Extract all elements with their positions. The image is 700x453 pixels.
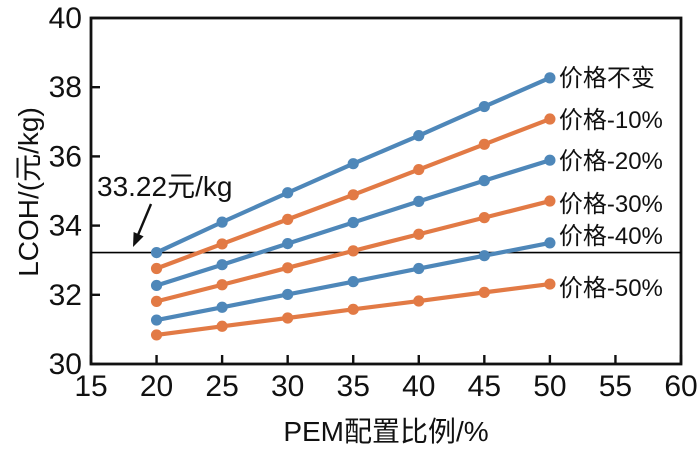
y-tick-label: 34 bbox=[49, 210, 82, 243]
annotation-arrowhead bbox=[133, 232, 144, 247]
x-axis-label: PEM配置比例/% bbox=[283, 416, 489, 447]
data-point bbox=[282, 288, 294, 301]
data-point bbox=[282, 187, 294, 199]
data-point bbox=[347, 216, 359, 229]
x-tick-label: 35 bbox=[337, 370, 370, 403]
data-point bbox=[150, 314, 163, 326]
data-point bbox=[478, 175, 490, 187]
data-point bbox=[478, 286, 490, 298]
x-tick-label: 50 bbox=[533, 370, 566, 403]
data-point bbox=[544, 72, 556, 84]
data-point bbox=[282, 312, 294, 324]
y-tick-label: 32 bbox=[49, 279, 82, 312]
x-tick-label: 60 bbox=[664, 370, 697, 403]
data-point bbox=[413, 295, 425, 307]
data-point bbox=[478, 250, 490, 262]
data-point bbox=[216, 238, 228, 250]
series-label: 价格-20% bbox=[559, 148, 663, 175]
y-tick-label: 30 bbox=[49, 348, 82, 381]
data-point bbox=[282, 213, 294, 225]
y-tick-label: 36 bbox=[49, 140, 82, 173]
annotation-label: 33.22元/kg bbox=[97, 171, 233, 202]
data-point bbox=[150, 262, 163, 275]
data-point bbox=[282, 262, 294, 274]
data-point bbox=[150, 329, 163, 341]
y-axis-label: LCOH/(元/kg) bbox=[13, 107, 44, 277]
data-point bbox=[216, 301, 228, 313]
data-point bbox=[150, 246, 163, 259]
data-point bbox=[150, 295, 163, 307]
data-point bbox=[413, 130, 425, 142]
series-label: 价格-10% bbox=[559, 107, 663, 134]
data-point bbox=[347, 303, 359, 315]
data-point bbox=[282, 237, 294, 250]
data-point bbox=[544, 154, 556, 166]
series-label: 价格不变 bbox=[559, 65, 655, 92]
data-point bbox=[216, 320, 228, 332]
data-point bbox=[413, 228, 425, 240]
data-point bbox=[347, 276, 359, 288]
x-tick-label: 30 bbox=[271, 370, 304, 403]
y-tick-label: 38 bbox=[49, 71, 82, 104]
series-label: 价格-50% bbox=[559, 275, 663, 302]
data-point bbox=[544, 237, 556, 249]
y-tick-label: 40 bbox=[49, 2, 82, 35]
data-point bbox=[478, 138, 490, 150]
series-label: 价格-40% bbox=[559, 223, 663, 250]
data-point bbox=[347, 158, 359, 170]
data-point bbox=[216, 216, 228, 228]
data-point bbox=[478, 100, 490, 113]
x-tick-label: 45 bbox=[468, 370, 501, 403]
data-point bbox=[216, 259, 228, 271]
data-point bbox=[347, 245, 359, 257]
data-point bbox=[413, 262, 425, 275]
data-point bbox=[413, 163, 425, 176]
series-label: 价格-30% bbox=[559, 191, 663, 218]
annotation-arrow bbox=[136, 203, 153, 236]
data-point bbox=[150, 279, 163, 292]
x-tick-label: 40 bbox=[402, 370, 435, 403]
x-tick-label: 25 bbox=[205, 370, 238, 403]
data-point bbox=[413, 195, 425, 207]
data-point bbox=[544, 195, 556, 207]
x-tick-label: 20 bbox=[140, 370, 173, 403]
x-tick-label: 55 bbox=[599, 370, 632, 403]
x-tick-label: 15 bbox=[74, 370, 107, 403]
axes-frame bbox=[89, 16, 683, 366]
data-point bbox=[216, 279, 228, 291]
data-point bbox=[478, 212, 490, 224]
data-point bbox=[544, 113, 556, 125]
data-point bbox=[544, 278, 556, 290]
data-point bbox=[347, 189, 359, 201]
